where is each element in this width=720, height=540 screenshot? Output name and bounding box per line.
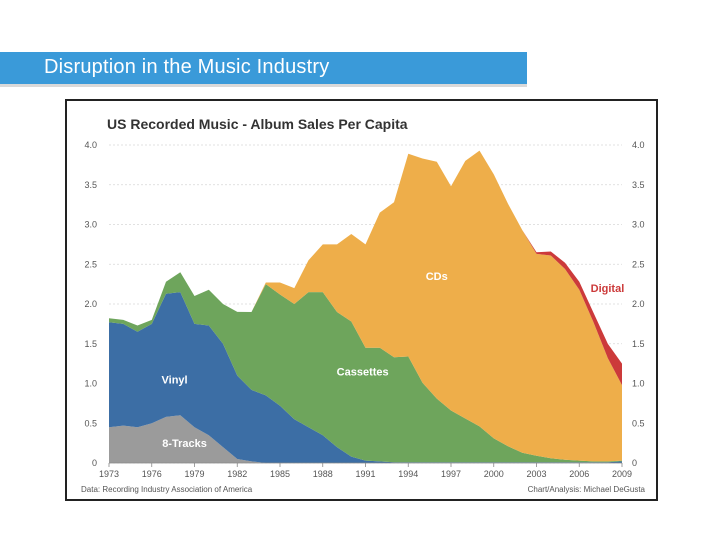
y-axis-right: 0 0.5 1.0 1.5 2.0 2.5 3.0 3.5 4.0	[632, 140, 645, 468]
y-tick-label-left: 3.0	[84, 220, 97, 230]
y-axis-left: 0 0.5 1.0 1.5 2.0 2.5 3.0 3.5 4.0	[84, 140, 97, 468]
x-tick-label: 1976	[142, 469, 162, 479]
y-tick-label-left: 1.0	[84, 379, 97, 389]
x-tick-label: 1973	[99, 469, 119, 479]
y-tick-label-right: 0	[632, 458, 637, 468]
x-tick-label: 2003	[526, 469, 546, 479]
slide-title-bar: Disruption in the Music Industry	[0, 52, 527, 84]
y-tick-label-left: 0.5	[84, 418, 97, 428]
stacked-areas	[109, 150, 622, 463]
x-tick-label: 1988	[313, 469, 333, 479]
area-8-tracks	[109, 415, 622, 463]
chart-credit: Chart/Analysis: Michael DeGusta	[528, 485, 646, 494]
chart-frame: US Recorded Music - Album Sales Per Capi…	[65, 99, 658, 501]
x-tick-label: 1991	[355, 469, 375, 479]
x-axis: 1973 1976 1979 1982 1985 1988 1991 1994 1997 2000…	[99, 462, 632, 479]
series-label-8-tracks: 8-Tracks	[162, 438, 207, 450]
y-tick-label-left: 2.0	[84, 299, 97, 309]
y-tick-label-right: 2.5	[632, 259, 645, 269]
x-tick-label: 2006	[569, 469, 589, 479]
y-tick-label-right: 1.0	[632, 379, 645, 389]
x-tick-label: 1985	[270, 469, 290, 479]
y-tick-label-left: 2.5	[84, 259, 97, 269]
x-tick-label: 1994	[398, 469, 418, 479]
y-tick-label-left: 4.0	[84, 140, 97, 150]
slide-title: Disruption in the Music Industry	[44, 56, 330, 78]
y-tick-label-right: 0.5	[632, 418, 645, 428]
album-sales-chart: US Recorded Music - Album Sales Per Capi…	[81, 116, 646, 494]
x-tick-label: 1979	[184, 469, 204, 479]
series-label-vinyl: Vinyl	[162, 375, 188, 387]
area-cds	[109, 150, 622, 462]
series-labels: Vinyl 8-Tracks Cassettes CDs Digital	[162, 271, 625, 450]
x-tick-label: 1982	[227, 469, 247, 479]
y-tick-label-right: 4.0	[632, 140, 645, 150]
series-label-cds: CDs	[426, 271, 448, 283]
y-tick-label-right: 2.0	[632, 299, 645, 309]
series-label-digital: Digital	[591, 283, 625, 295]
x-tick-label: 1997	[441, 469, 461, 479]
y-tick-label-right: 3.5	[632, 180, 645, 190]
x-tick-label: 2000	[484, 469, 504, 479]
y-tick-label-right: 3.0	[632, 220, 645, 230]
y-tick-label-left: 0	[92, 458, 97, 468]
y-tick-label-left: 3.5	[84, 180, 97, 190]
chart-source: Data: Recording Industry Association of …	[81, 485, 253, 494]
x-tick-label: 2009	[612, 469, 632, 479]
area-cassettes	[109, 272, 622, 463]
y-tick-label-right: 1.5	[632, 339, 645, 349]
series-label-cassettes: Cassettes	[337, 367, 389, 379]
chart-title: US Recorded Music - Album Sales Per Capi…	[107, 116, 408, 132]
title-underline	[0, 84, 527, 87]
area-vinyl	[109, 292, 622, 463]
y-tick-label-left: 1.5	[84, 339, 97, 349]
